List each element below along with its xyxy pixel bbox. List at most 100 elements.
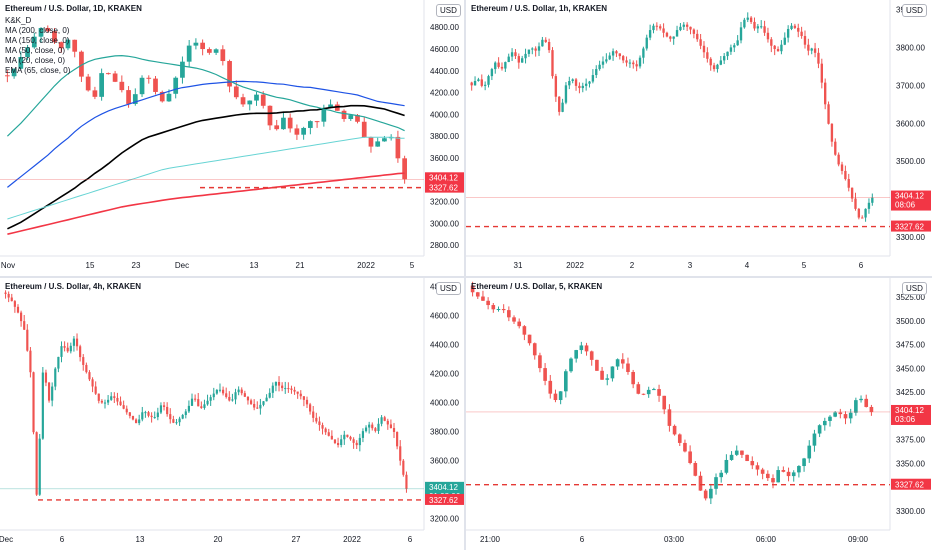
candle-body [628, 62, 632, 64]
candle-body [65, 39, 71, 49]
candle-body [11, 68, 17, 77]
candle-body [162, 405, 166, 407]
candle-body [638, 57, 642, 67]
currency-button[interactable]: USD [436, 282, 461, 295]
candle-body [122, 405, 125, 409]
candle-body [212, 393, 215, 398]
candle-body [766, 473, 770, 479]
price-chart-svg[interactable]: 3525.00 3500.00 3475.00 3450.00 3425.00 3375.… [466, 278, 932, 550]
candle-body [682, 24, 685, 27]
candle-body [527, 334, 532, 344]
candle-body [706, 52, 709, 59]
candle-body [66, 347, 69, 352]
candle-body [689, 26, 692, 30]
candle-body [703, 490, 708, 499]
candle-body [57, 356, 60, 369]
countdown-timer: 03:06 [895, 415, 916, 424]
candle-body [786, 28, 790, 38]
candle-body [308, 121, 313, 128]
time-tick-label: Nov [1, 261, 15, 270]
candle-body [797, 27, 800, 32]
study-label[interactable]: K&K_D [5, 16, 32, 25]
candle-body [491, 305, 496, 310]
candle-body [315, 417, 318, 422]
candle-body [377, 423, 380, 431]
chart-pane-4h[interactable]: 4800.004600.004400.004200.004000.003800.… [0, 278, 464, 550]
candle-body [200, 406, 203, 408]
candle-body [584, 345, 589, 352]
time-tick-label: 31 [514, 261, 523, 270]
candle-body [531, 48, 534, 50]
candle-body [173, 77, 179, 94]
candle-body [51, 386, 54, 401]
candle-body [194, 398, 197, 400]
candle-body [215, 389, 218, 394]
candle-body [521, 58, 524, 63]
candle-body [352, 439, 355, 443]
chart-pane-1d[interactable]: 4800.00 4600.00 4400.00 4200.00 4000.00 3800.… [0, 0, 464, 276]
candle-body [554, 76, 558, 97]
candle-body [147, 412, 150, 416]
candle-body [564, 371, 568, 392]
candle-body [626, 363, 630, 372]
study-label[interactable]: MA (200, close, 0) [5, 26, 70, 35]
candle-body [578, 85, 581, 89]
candle-body [368, 137, 374, 147]
candle-body [187, 405, 190, 412]
currency-button[interactable]: USD [902, 4, 927, 17]
candle-body [321, 107, 327, 122]
candle-body [112, 73, 118, 82]
pane-divider-vertical[interactable] [464, 0, 466, 550]
currency-button[interactable]: USD [902, 282, 927, 295]
study-label[interactable]: MA (50, close, 0) [5, 46, 66, 55]
currency-button[interactable]: USD [436, 4, 461, 17]
candle-body [864, 208, 867, 218]
candle-body [312, 411, 315, 418]
candle-body [843, 414, 848, 419]
candle-body [667, 409, 672, 426]
price-tick-label: 3800.00 [896, 43, 925, 52]
price-chart-svg[interactable]: 3900.003800.003700.003600.003500.003300.… [466, 0, 932, 276]
candle-body [553, 393, 558, 401]
candle-body [659, 26, 662, 29]
time-tick-label: 5 [410, 261, 415, 270]
candle-body [847, 179, 850, 188]
candle-body [803, 36, 807, 45]
candle-body [605, 378, 610, 380]
candle-body [854, 198, 857, 209]
candle-body [714, 477, 718, 489]
time-tick-label: 2022 [566, 261, 584, 270]
chart-pane-1h[interactable]: 3900.003800.003700.003600.003500.003300.… [466, 0, 932, 276]
candle-body [470, 285, 475, 293]
candle-body [5, 75, 10, 77]
price-chart-svg[interactable]: 4800.004600.004400.004200.004000.003800.… [0, 0, 464, 276]
price-tick-label: 4800.00 [430, 23, 459, 32]
study-label[interactable]: MA (150, close, 0) [5, 36, 70, 45]
candle-body [341, 110, 347, 119]
candle-body [595, 359, 599, 371]
chart-pane-5m[interactable]: 3525.00 3500.00 3475.00 3450.00 3425.00 3375.… [466, 278, 932, 550]
price-tick-label: 3200.00 [430, 514, 459, 523]
candle-body [790, 25, 793, 29]
candle-body [330, 435, 333, 440]
candle-body [830, 123, 834, 142]
candle-body [844, 170, 847, 180]
candle-body [227, 61, 232, 87]
candle-body [828, 416, 832, 421]
candles [4, 290, 408, 496]
candle-body [302, 396, 305, 400]
candle-body [47, 382, 51, 401]
candle-body [760, 26, 763, 28]
candle-body [301, 127, 306, 135]
study-label[interactable]: MA (20, close, 0) [5, 56, 66, 65]
candle-body [517, 56, 520, 63]
candle-body [72, 338, 76, 346]
candle-body [213, 49, 219, 53]
time-tick-label: 6 [859, 261, 864, 270]
candle-body [156, 412, 159, 418]
study-label[interactable]: EMA (65, close, 0) [5, 66, 71, 75]
candle-body [537, 46, 541, 51]
pane-divider-horizontal[interactable] [0, 276, 932, 278]
price-chart-svg[interactable]: 4800.004600.004400.004200.004000.003800.… [0, 278, 464, 550]
candle-body [813, 48, 817, 53]
